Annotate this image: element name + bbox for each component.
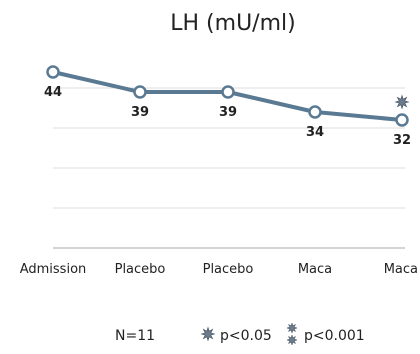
footer: N=11 p<0.05 p<0.001 [115, 322, 365, 346]
chart-title: LH (mU/ml) [170, 11, 295, 36]
category-label: Maca [298, 262, 332, 277]
data-label: 32 [393, 133, 411, 148]
data-point [46, 65, 60, 79]
data-point [221, 85, 235, 99]
category-label: Admission [20, 262, 87, 277]
data-point [133, 85, 147, 99]
data-label: 39 [131, 105, 149, 120]
series-layer [46, 65, 409, 127]
legend-p005-label: p<0.05 [220, 328, 272, 344]
category-label: Maca [384, 262, 418, 277]
category-label: Placebo [203, 262, 254, 277]
data-label: 44 [44, 85, 62, 100]
n-label: N=11 [115, 328, 155, 344]
data-point [395, 113, 409, 127]
legend-p0001-label: p<0.001 [304, 328, 365, 344]
legend-double-star-icon [286, 322, 298, 346]
label-layer: 44 39 39 34 32 [44, 85, 411, 148]
data-label: 34 [306, 125, 324, 140]
tick-layer: Admission Placebo Placebo Maca Maca [20, 262, 418, 277]
data-label: 39 [219, 105, 237, 120]
significance-star-icon [394, 94, 410, 110]
significance-star-shape [394, 94, 410, 110]
legend-single-star-icon [200, 326, 216, 342]
category-label: Placebo [115, 262, 166, 277]
data-point [308, 105, 322, 119]
